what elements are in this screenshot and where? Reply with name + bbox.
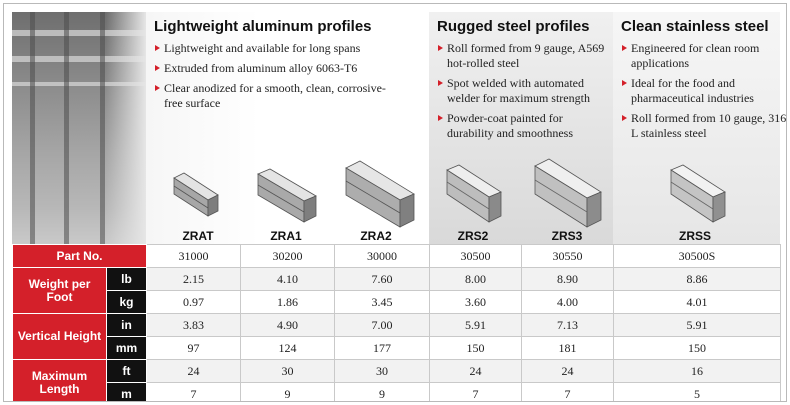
zrss-profile-image [670, 164, 726, 223]
table-cell: 24 [429, 359, 523, 383]
table-row: kg 0.97 1.86 3.45 3.60 4.00 4.01 [13, 290, 782, 314]
unit-label: m [105, 382, 148, 401]
table-cell: 30000 [334, 244, 431, 268]
stainless-title: Clean stainless steel [621, 18, 769, 35]
table-row: mm 97 124 177 150 181 150 [13, 336, 782, 360]
table-row: Weight per Foot lb 2.15 4.10 7.60 8.00 8… [12, 267, 782, 314]
unit-label: lb [105, 267, 148, 291]
table-cell: 4.10 [240, 267, 336, 291]
stainless-section: Clean stainless steel Engineered for cle… [613, 12, 786, 244]
table-cell: 24 [146, 359, 242, 383]
table-cell: 177 [334, 336, 431, 360]
table-cell: 1.86 [240, 290, 336, 314]
zra2-profile-image [345, 160, 415, 228]
table-cell: 7.13 [521, 313, 615, 337]
table-cell: 181 [521, 336, 615, 360]
table-cell: 4.90 [240, 313, 336, 337]
table-cell: 8.90 [521, 267, 615, 291]
table-cell: 8.00 [429, 267, 523, 291]
aluminum-bullets: Lightweight and available for long spans… [154, 41, 394, 111]
length-header-line2: Length [39, 381, 80, 396]
table-cell: 7.00 [334, 313, 431, 337]
table-cell: 3.45 [334, 290, 431, 314]
table-cell: 5.91 [613, 313, 782, 337]
table-cell: 124 [240, 336, 336, 360]
zrat-profile-image [173, 172, 219, 217]
table-cell: 97 [146, 336, 242, 360]
steel-bullets: Roll formed from 9 gauge, A569 hot-rolle… [437, 41, 607, 141]
bullet: Extruded from aluminum alloy 6063-T6 [154, 61, 394, 76]
table-cell: 16 [613, 359, 782, 383]
bullet: Roll formed from 9 gauge, A569 hot-rolle… [437, 41, 607, 71]
length-header-line1: Maximum [31, 368, 88, 383]
bullet: Powder-coat painted for durability and s… [437, 111, 607, 141]
bullet: Roll formed from 10 gauge, 316 L stainle… [621, 111, 786, 141]
steel-section: Rugged steel profiles Roll formed from 9… [429, 12, 613, 244]
table-cell: 5 [613, 382, 782, 401]
zrss-label: ZRSS [678, 229, 711, 243]
unit-label: in [105, 313, 148, 337]
table-cell: 7 [429, 382, 523, 401]
bullet: Ideal for the food and pharmaceutical in… [621, 76, 786, 106]
zra1-label: ZRA1 [270, 229, 302, 243]
table-cell: 7 [146, 382, 242, 401]
unit-label: mm [105, 336, 148, 360]
product-comparison-panel: Lightweight aluminum profiles Lightweigh… [3, 3, 787, 402]
table-cell: 30 [334, 359, 431, 383]
aluminum-section: Lightweight aluminum profiles Lightweigh… [146, 12, 429, 244]
spec-table: Part No. 31000 30200 30000 30500 30550 3… [11, 244, 782, 401]
zrat-label: ZRAT [182, 229, 214, 243]
table-row: Maximum Length ft 24 30 30 24 24 16 [12, 359, 782, 401]
table-cell: 30 [240, 359, 336, 383]
table-cell: 2.15 [146, 267, 242, 291]
length-header: Maximum Length [12, 359, 107, 401]
height-header: Vertical Height [12, 313, 107, 360]
table-cell: 30200 [240, 244, 336, 268]
weight-header-line2: Foot [46, 289, 73, 304]
unit-label: kg [105, 290, 148, 314]
bullet: Clear anodized for a smooth, clean, corr… [154, 81, 394, 111]
table-cell: 9 [334, 382, 431, 401]
table-cell: 30500S [613, 244, 782, 268]
table-row: m 7 9 9 7 7 5 [13, 382, 782, 401]
table-cell: 30550 [521, 244, 615, 268]
table-cell: 4.01 [613, 290, 782, 314]
zrs2-profile-image [446, 164, 502, 223]
table-cell: 7 [521, 382, 615, 401]
part-no-header: Part No. [11, 244, 148, 268]
table-cell: 24 [521, 359, 615, 383]
bullet: Lightweight and available for long spans [154, 41, 394, 56]
table-cell: 4.00 [521, 290, 615, 314]
zrs2-label: ZRS2 [457, 229, 489, 243]
table-cell: 3.83 [146, 313, 242, 337]
table-cell: 31000 [146, 244, 242, 268]
steel-title: Rugged steel profiles [437, 18, 590, 35]
weight-header: Weight per Foot [12, 267, 107, 314]
table-cell: 150 [429, 336, 523, 360]
table-cell: 7.60 [334, 267, 431, 291]
unit-label: ft [105, 359, 148, 383]
bullet: Engineered for clean room applications [621, 41, 786, 71]
table-cell: 3.60 [429, 290, 523, 314]
zrs3-label: ZRS3 [551, 229, 583, 243]
table-cell: 8.86 [613, 267, 782, 291]
factory-photo [12, 12, 146, 244]
table-cell: 30500 [429, 244, 523, 268]
zrs3-profile-image [534, 158, 602, 228]
table-row: Part No. 31000 30200 30000 30500 30550 3… [11, 244, 782, 268]
table-row: Vertical Height in 3.83 4.90 7.00 5.91 7… [12, 313, 782, 360]
table-cell: 150 [613, 336, 782, 360]
zra1-profile-image [257, 168, 317, 223]
table-cell: 9 [240, 382, 336, 401]
table-cell: 0.97 [146, 290, 242, 314]
aluminum-title: Lightweight aluminum profiles [154, 18, 372, 35]
weight-header-line1: Weight per [28, 276, 91, 291]
table-cell: 5.91 [429, 313, 523, 337]
stainless-bullets: Engineered for clean room applications I… [621, 41, 786, 141]
bullet: Spot welded with automated welder for ma… [437, 76, 607, 106]
zra2-label: ZRA2 [360, 229, 392, 243]
